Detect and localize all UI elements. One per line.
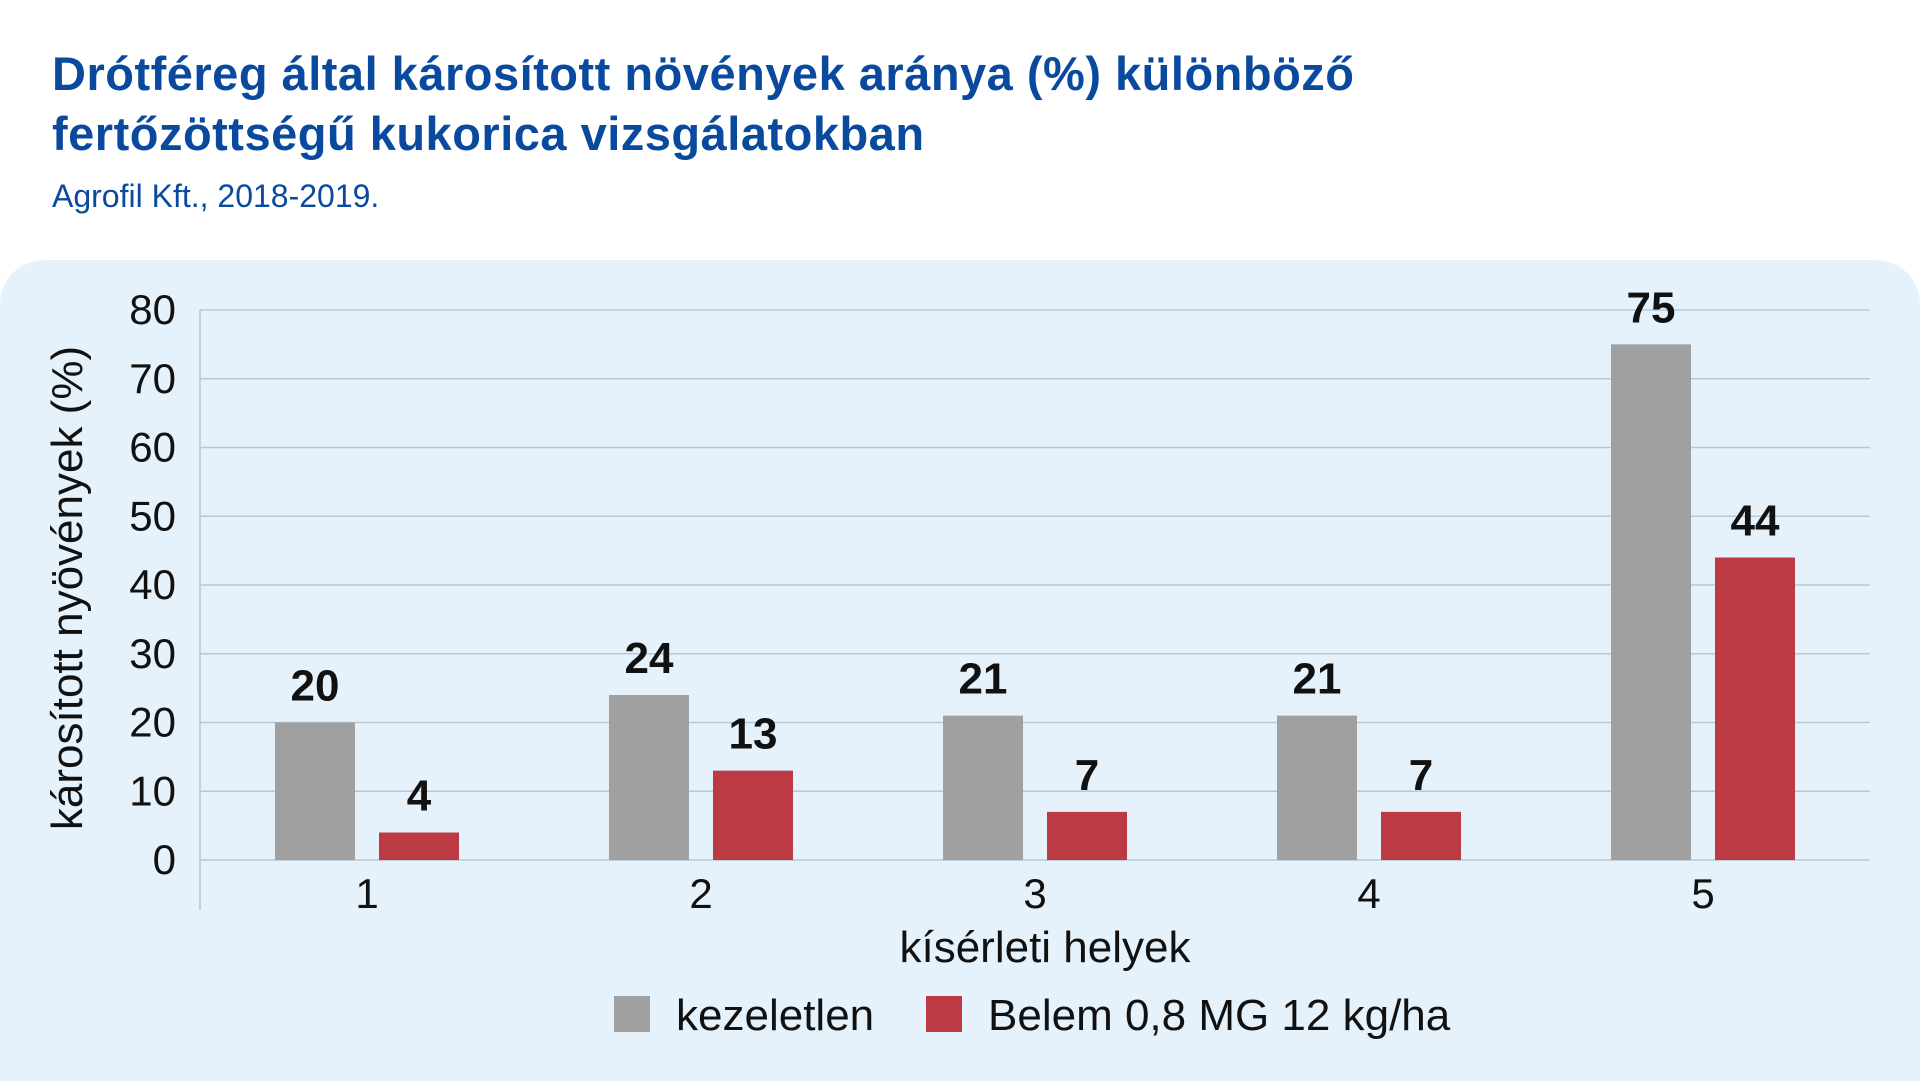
bar-untreated-5 bbox=[1611, 344, 1691, 860]
data-label: 44 bbox=[1731, 497, 1780, 546]
legend-swatch-untreated bbox=[614, 996, 650, 1032]
bar-untreated-1 bbox=[275, 722, 355, 860]
chart-title-line-1: Drótféreg által károsított növények arán… bbox=[52, 47, 1355, 100]
y-tick-label: 70 bbox=[129, 355, 176, 402]
data-label: 75 bbox=[1627, 283, 1676, 332]
y-tick-label: 20 bbox=[129, 699, 176, 746]
y-tick-label: 10 bbox=[129, 767, 176, 814]
bar-treated-3 bbox=[1047, 811, 1127, 860]
x-axis-title: kísérleti helyek bbox=[899, 923, 1191, 972]
x-tick-label: 3 bbox=[1023, 870, 1046, 917]
bar-treated-4 bbox=[1381, 811, 1461, 860]
legend-swatch-treated bbox=[926, 996, 962, 1032]
legend-label-untreated: kezeletlen bbox=[676, 991, 874, 1040]
y-tick-label: 0 bbox=[153, 836, 176, 883]
data-label: 21 bbox=[1293, 655, 1342, 704]
data-label: 24 bbox=[625, 634, 674, 683]
data-label: 20 bbox=[291, 662, 340, 711]
y-tick-label: 30 bbox=[129, 630, 176, 677]
bar-treated-5 bbox=[1715, 557, 1795, 860]
x-tick-label: 5 bbox=[1691, 870, 1714, 917]
chart-title: Drótféreg által károsított növények arán… bbox=[52, 44, 1852, 164]
y-axis-title: károsított nyövények (%) bbox=[43, 346, 92, 830]
data-label: 7 bbox=[1075, 751, 1099, 800]
x-tick-label: 4 bbox=[1357, 870, 1380, 917]
data-label: 4 bbox=[407, 772, 432, 821]
data-label: 13 bbox=[729, 710, 778, 759]
x-tick-label: 1 bbox=[355, 870, 378, 917]
chart-title-line-2: fertőzöttségű kukorica vizsgálatokban bbox=[52, 107, 925, 160]
y-tick-label: 80 bbox=[129, 286, 176, 333]
x-tick-label: 2 bbox=[689, 870, 712, 917]
bar-untreated-4 bbox=[1277, 715, 1357, 860]
bar-untreated-3 bbox=[943, 715, 1023, 860]
chart-subtitle: Agrofil Kft., 2018-2019. bbox=[52, 178, 380, 214]
bar-treated-1 bbox=[379, 832, 459, 860]
y-tick-label: 50 bbox=[129, 492, 176, 539]
y-tick-label: 40 bbox=[129, 561, 176, 608]
bar-treated-2 bbox=[713, 770, 793, 860]
chart-panel bbox=[0, 260, 1920, 1081]
legend-label-treated: Belem 0,8 MG 12 kg/ha bbox=[988, 991, 1451, 1040]
data-label: 21 bbox=[959, 655, 1008, 704]
data-label: 7 bbox=[1409, 751, 1433, 800]
y-tick-label: 60 bbox=[129, 424, 176, 471]
bar-untreated-2 bbox=[609, 695, 689, 860]
